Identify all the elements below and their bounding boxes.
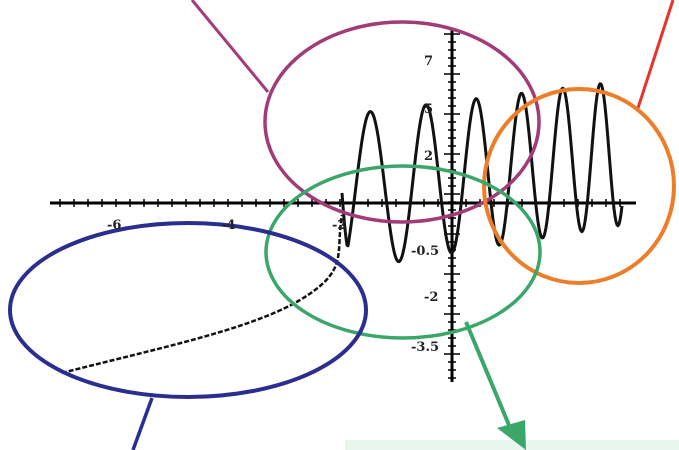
y-tick-label: 7 (424, 54, 433, 69)
callout-panel (345, 440, 679, 450)
y-tick-label: -3.5 (411, 340, 439, 355)
function-curve-tail (61, 214, 344, 375)
purple-ellipse (263, 20, 541, 224)
green-ellipse (264, 164, 542, 340)
purple-callout-line (190, 0, 270, 93)
y-tick-label: 5 (424, 102, 433, 117)
y-tick-label: 2 (424, 149, 433, 164)
x-tick-label: -4 (221, 218, 235, 233)
orange-ellipse (482, 87, 676, 285)
blue-callout-line (131, 397, 154, 450)
blue-ellipse (8, 221, 368, 399)
x-tick-label: -6 (107, 218, 121, 233)
x-tick-label: -2 (332, 218, 346, 233)
arrow-down-icon (464, 321, 526, 450)
y-tick-label: -2 (424, 290, 438, 305)
red-callout-line (636, 0, 675, 109)
function-curve (340, 82, 624, 264)
y-tick-label: -0.5 (411, 244, 439, 259)
